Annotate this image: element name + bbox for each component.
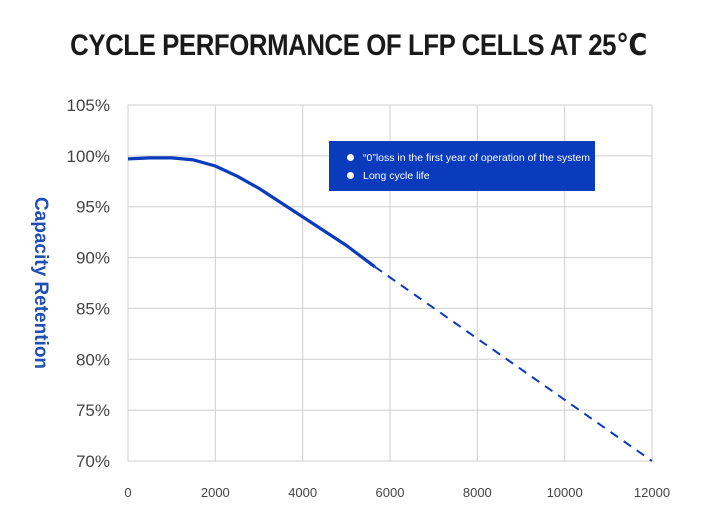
y-tick-label: 80% [76, 350, 110, 369]
bullet-icon [347, 153, 354, 161]
annotation-item: “0”loss in the first year of operation o… [347, 149, 595, 167]
x-tick-label: 6000 [376, 485, 405, 500]
x-tick-label: 0 [124, 485, 131, 500]
chart-title: CYCLE PERFORMANCE OF LFP CELLS AT 25℃ [70, 29, 647, 62]
annotation-box: “0”loss in the first year of operation o… [329, 141, 595, 191]
bullet-icon [347, 171, 354, 179]
x-tick-label: 8000 [463, 485, 492, 500]
y-tick-label: 85% [76, 299, 110, 318]
x-tick-label: 12000 [634, 485, 670, 500]
y-tick-label: 105% [67, 96, 110, 115]
y-tick-label: 75% [76, 401, 110, 420]
y-tick-label: 100% [67, 147, 110, 166]
y-tick-label: 95% [76, 198, 110, 217]
x-tick-label: 4000 [288, 485, 317, 500]
y-tick-label: 90% [76, 249, 110, 268]
series-line-projected [374, 265, 653, 462]
annotation-item: Long cycle life [347, 167, 595, 185]
annotation-text: “0”loss in the first year of operation o… [363, 152, 591, 164]
x-tick-label: 2000 [201, 485, 230, 500]
x-tick-label: 10000 [547, 485, 583, 500]
series-line-measured [127, 156, 376, 268]
annotation-text: Long cycle life [363, 170, 430, 182]
y-tick-label: 70% [76, 452, 110, 471]
